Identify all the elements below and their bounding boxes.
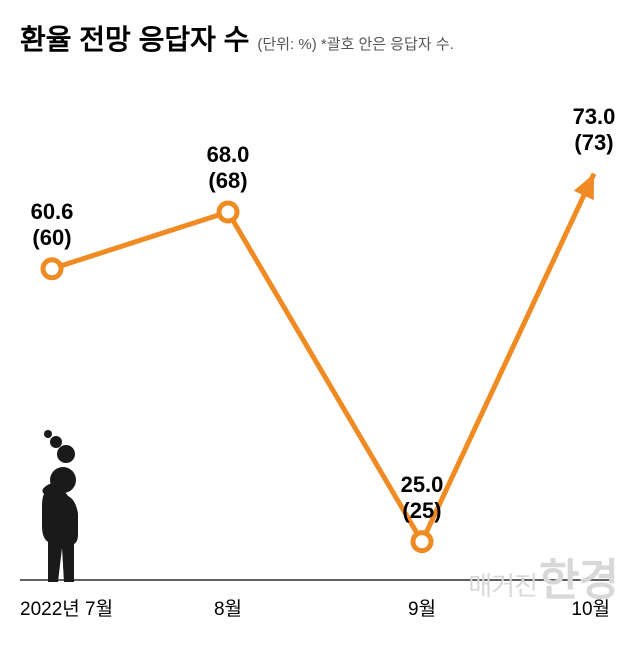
- data-point-label: 60.6(60): [31, 199, 74, 252]
- x-axis-label: 2022년 7월: [20, 594, 113, 621]
- data-value: 60.6: [31, 199, 74, 225]
- data-value: 73.0: [573, 104, 616, 130]
- chart-title: 환율 전망 응답자 수: [20, 18, 249, 58]
- chart-plot-area: [20, 80, 610, 600]
- line-chart-svg: [20, 80, 610, 600]
- chart-title-bar: 환율 전망 응답자 수 (단위: %) *괄호 안은 응답자 수.: [20, 18, 454, 58]
- data-point-label: 25.0(25): [401, 472, 444, 525]
- x-axis-label: 10월: [571, 594, 610, 621]
- data-value: 68.0: [207, 142, 250, 168]
- data-count: (25): [401, 498, 444, 524]
- person-icon: [26, 426, 96, 584]
- thinking-person-silhouette: [26, 426, 96, 584]
- data-point-label: 73.0(73): [573, 104, 616, 157]
- data-count: (60): [31, 225, 74, 251]
- x-axis-label: 8월: [214, 594, 242, 621]
- x-axis-label: 9월: [408, 594, 436, 621]
- data-count: (73): [573, 130, 616, 156]
- data-point-label: 68.0(68): [207, 142, 250, 195]
- data-value: 25.0: [401, 472, 444, 498]
- chart-subtitle: (단위: %) *괄호 안은 응답자 수.: [257, 33, 453, 54]
- data-count: (68): [207, 168, 250, 194]
